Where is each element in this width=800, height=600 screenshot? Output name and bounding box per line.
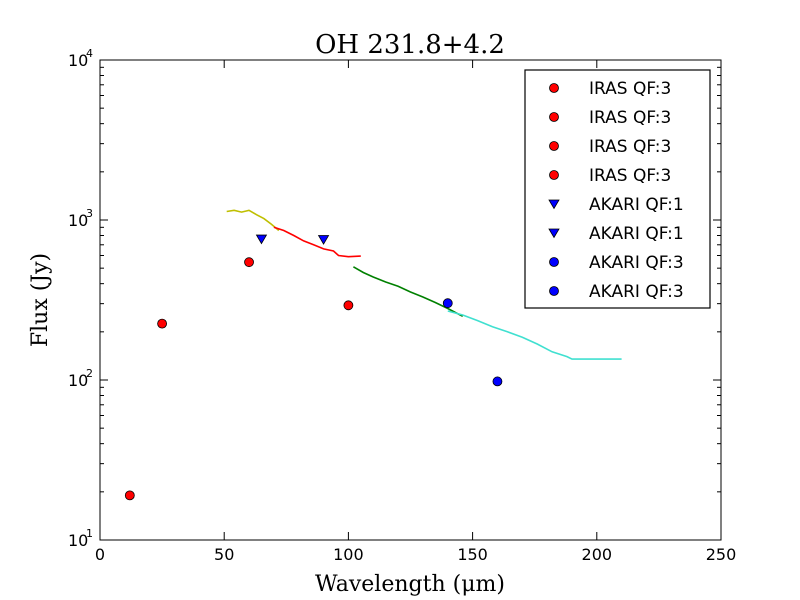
x-tick-label: 150	[457, 545, 488, 564]
legend-label: IRAS QF:3	[589, 79, 671, 99]
legend-entries: IRAS QF:3 IRAS QF:3 IRAS QF:3 IRAS QF:3 AKAR…	[548, 79, 684, 302]
spectrum-segment-3	[353, 266, 464, 318]
iras-qf-3-point	[157, 318, 168, 329]
legend-entry: IRAS QF:3	[549, 137, 671, 157]
legend-marker	[549, 141, 559, 151]
legend-marker	[548, 199, 560, 210]
legend-marker	[549, 286, 559, 296]
y-tick-base: 10	[68, 211, 88, 230]
y-tick-exponent: 2	[86, 367, 93, 380]
akari-qf-3-point	[442, 298, 453, 309]
akari-qf-1-point	[317, 235, 330, 245]
spectrum-segment-1	[226, 209, 280, 232]
chart-title: OH 231.8+4.2	[315, 30, 505, 60]
akari-qf-1-point	[255, 234, 268, 245]
spectrum-segment-4	[447, 310, 622, 360]
legend-label: IRAS QF:3	[589, 137, 671, 157]
legend-label: AKARI QF:1	[589, 224, 684, 244]
legend-entry: AKARI QF:1	[548, 195, 684, 215]
legend-label: AKARI QF:3	[589, 253, 684, 273]
x-tick-label: 100	[333, 545, 364, 564]
legend-label: AKARI QF:1	[589, 195, 684, 215]
legend-entry: IRAS QF:3	[549, 79, 671, 99]
legend-entry: IRAS QF:3	[549, 166, 671, 186]
y-tick-base: 10	[68, 531, 88, 550]
spectra-layer	[226, 209, 622, 360]
x-tick-label: 250	[706, 545, 737, 564]
legend-entry: IRAS QF:3	[549, 108, 671, 128]
legend-label: IRAS QF:3	[589, 166, 671, 186]
iras-qf-3-point	[124, 490, 135, 501]
legend-entry: AKARI QF:1	[548, 224, 684, 244]
points-layer	[124, 234, 503, 501]
y-tick-label: 102	[68, 367, 93, 390]
x-tick-label: 200	[582, 545, 613, 564]
legend-entry: AKARI QF:3	[549, 282, 684, 302]
legend-marker	[549, 83, 559, 93]
x-axis-label: Wavelength (μm)	[315, 572, 505, 597]
legend-marker	[549, 170, 559, 180]
legend-label: AKARI QF:3	[589, 282, 684, 302]
x-tick-label: 50	[214, 545, 234, 564]
legend: IRAS QF:3 IRAS QF:3 IRAS QF:3 IRAS QF:3 AKAR…	[524, 69, 711, 309]
legend-entry: AKARI QF:3	[549, 253, 684, 273]
y-tick-base: 10	[68, 51, 88, 70]
spectrum-segment-2	[273, 226, 361, 258]
y-tick-label: 103	[68, 207, 93, 230]
legend-marker	[549, 112, 559, 122]
y-tick-exponent: 1	[86, 527, 93, 540]
x-tick-label: 0	[95, 545, 105, 564]
legend-marker	[549, 257, 559, 267]
legend-marker	[548, 228, 560, 239]
iras-qf-3-point	[343, 300, 354, 311]
y-tick-label: 101	[68, 527, 93, 550]
akari-qf-3-point	[492, 376, 503, 387]
y-tick-base: 10	[68, 371, 88, 390]
legend-label: IRAS QF:3	[589, 108, 671, 128]
y-tick-exponent: 3	[86, 207, 93, 220]
y-tick-label: 104	[68, 47, 93, 70]
iras-qf-3-point	[244, 257, 254, 268]
y-axis-label: Flux (Jy)	[28, 253, 53, 347]
legend-box	[524, 69, 711, 309]
y-tick-exponent: 4	[86, 47, 93, 60]
